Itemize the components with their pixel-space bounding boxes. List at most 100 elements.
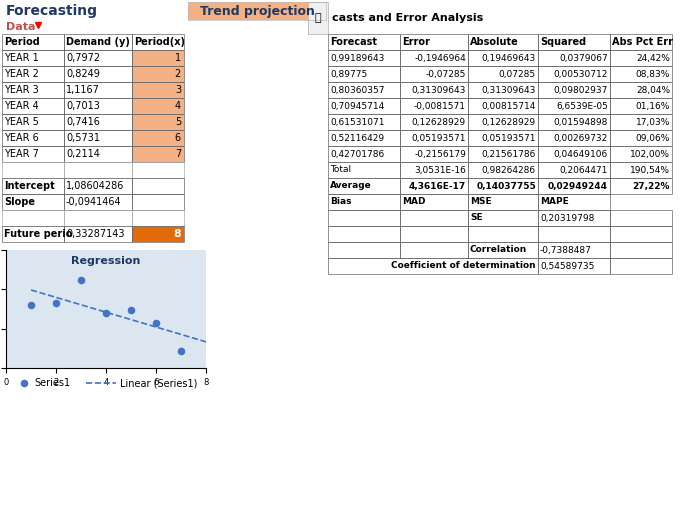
Text: 0,54589735: 0,54589735 — [540, 262, 595, 270]
Bar — [132, 146, 184, 162]
Bar — [400, 242, 468, 258]
Text: 0,80360357: 0,80360357 — [330, 86, 384, 95]
Text: Data: Data — [6, 22, 36, 32]
Bar — [132, 146, 184, 162]
Bar — [538, 242, 610, 258]
Text: 24,42%: 24,42% — [636, 53, 670, 62]
Bar — [2, 82, 64, 98]
Text: -0,0081571: -0,0081571 — [414, 101, 466, 111]
Bar — [2, 66, 64, 82]
Bar — [538, 34, 610, 50]
Bar — [468, 194, 538, 210]
Bar — [328, 258, 538, 274]
Text: YEAR 6: YEAR 6 — [4, 133, 39, 143]
Bar — [610, 34, 672, 50]
Bar — [538, 114, 610, 130]
Text: Average: Average — [330, 181, 372, 190]
Text: Period(x): Period(x) — [134, 37, 185, 47]
Bar — [64, 50, 132, 66]
Bar — [64, 98, 132, 114]
Text: Period: Period — [4, 37, 40, 47]
Bar — [328, 178, 400, 194]
Bar — [328, 226, 400, 242]
Text: 102,00%: 102,00% — [630, 150, 670, 159]
Point — [18, 379, 29, 387]
Bar — [468, 242, 538, 258]
Bar — [132, 66, 184, 82]
Bar — [538, 98, 610, 114]
Text: 1: 1 — [175, 53, 181, 63]
Bar — [468, 98, 538, 114]
Text: 2: 2 — [175, 69, 181, 79]
Text: 0,0379067: 0,0379067 — [559, 53, 608, 62]
Bar — [610, 82, 672, 98]
Bar — [308, 2, 328, 34]
Text: 0,98264286: 0,98264286 — [482, 165, 536, 175]
Text: 0,12628929: 0,12628929 — [482, 117, 536, 126]
Text: MAPE: MAPE — [540, 198, 569, 206]
Bar — [2, 226, 64, 242]
Text: Absolute: Absolute — [470, 37, 519, 47]
Text: 0,00815714: 0,00815714 — [482, 101, 536, 111]
Text: 📋: 📋 — [314, 13, 321, 23]
Text: YEAR 1: YEAR 1 — [4, 53, 39, 63]
Text: Future perio: Future perio — [4, 229, 73, 239]
Text: 0,7972: 0,7972 — [66, 53, 100, 63]
Bar — [538, 130, 610, 146]
Bar — [468, 226, 538, 242]
Point — [151, 319, 162, 327]
Text: 0,09802937: 0,09802937 — [553, 86, 608, 95]
Text: 28,04%: 28,04% — [636, 86, 670, 95]
Point — [101, 309, 112, 317]
Bar — [610, 178, 672, 194]
Bar — [610, 130, 672, 146]
Text: 0,31309643: 0,31309643 — [412, 86, 466, 95]
Bar — [538, 82, 610, 98]
Text: 0,8249: 0,8249 — [66, 69, 100, 79]
Bar — [2, 130, 64, 146]
Text: 4: 4 — [175, 101, 181, 111]
Bar — [328, 130, 400, 146]
Bar — [538, 194, 610, 210]
Bar — [468, 82, 538, 98]
Text: 0,42701786: 0,42701786 — [330, 150, 384, 159]
Text: 0,99189643: 0,99189643 — [330, 53, 384, 62]
Bar — [64, 34, 132, 50]
Text: 0,05193571: 0,05193571 — [412, 134, 466, 142]
Bar — [2, 50, 64, 66]
Text: 8: 8 — [173, 229, 181, 239]
Bar — [328, 194, 400, 210]
Text: 0,2114: 0,2114 — [66, 149, 100, 159]
Bar — [64, 178, 132, 194]
Bar — [610, 210, 672, 226]
Bar — [328, 66, 400, 82]
Text: 0,7013: 0,7013 — [66, 101, 100, 111]
Bar — [400, 82, 468, 98]
Text: Trend projection: Trend projection — [199, 5, 314, 17]
Text: 17,03%: 17,03% — [636, 117, 670, 126]
Bar — [328, 146, 400, 162]
Bar — [400, 34, 468, 50]
Bar — [538, 258, 610, 274]
Text: Total: Total — [330, 165, 351, 175]
Bar — [64, 66, 132, 82]
Text: 09,06%: 09,06% — [636, 134, 670, 142]
Text: 0,00530712: 0,00530712 — [553, 70, 608, 78]
Text: 0,20319798: 0,20319798 — [540, 214, 595, 223]
Bar — [538, 162, 610, 178]
Point — [75, 276, 86, 284]
Text: Slope: Slope — [4, 197, 35, 207]
Text: YEAR 5: YEAR 5 — [4, 117, 39, 127]
Bar — [64, 210, 132, 226]
Bar — [2, 194, 64, 210]
Point — [175, 347, 186, 355]
Text: 01,16%: 01,16% — [636, 101, 670, 111]
Text: YEAR 2: YEAR 2 — [4, 69, 39, 79]
Bar — [328, 34, 400, 50]
Bar — [468, 162, 538, 178]
Text: 08,83%: 08,83% — [636, 70, 670, 78]
Bar — [610, 242, 672, 258]
Bar — [538, 226, 610, 242]
Bar — [400, 178, 468, 194]
Bar — [132, 194, 184, 210]
